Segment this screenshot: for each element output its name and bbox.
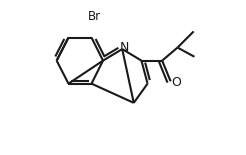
- Text: N: N: [119, 41, 129, 54]
- Text: Br: Br: [88, 10, 101, 23]
- Text: O: O: [171, 76, 181, 89]
